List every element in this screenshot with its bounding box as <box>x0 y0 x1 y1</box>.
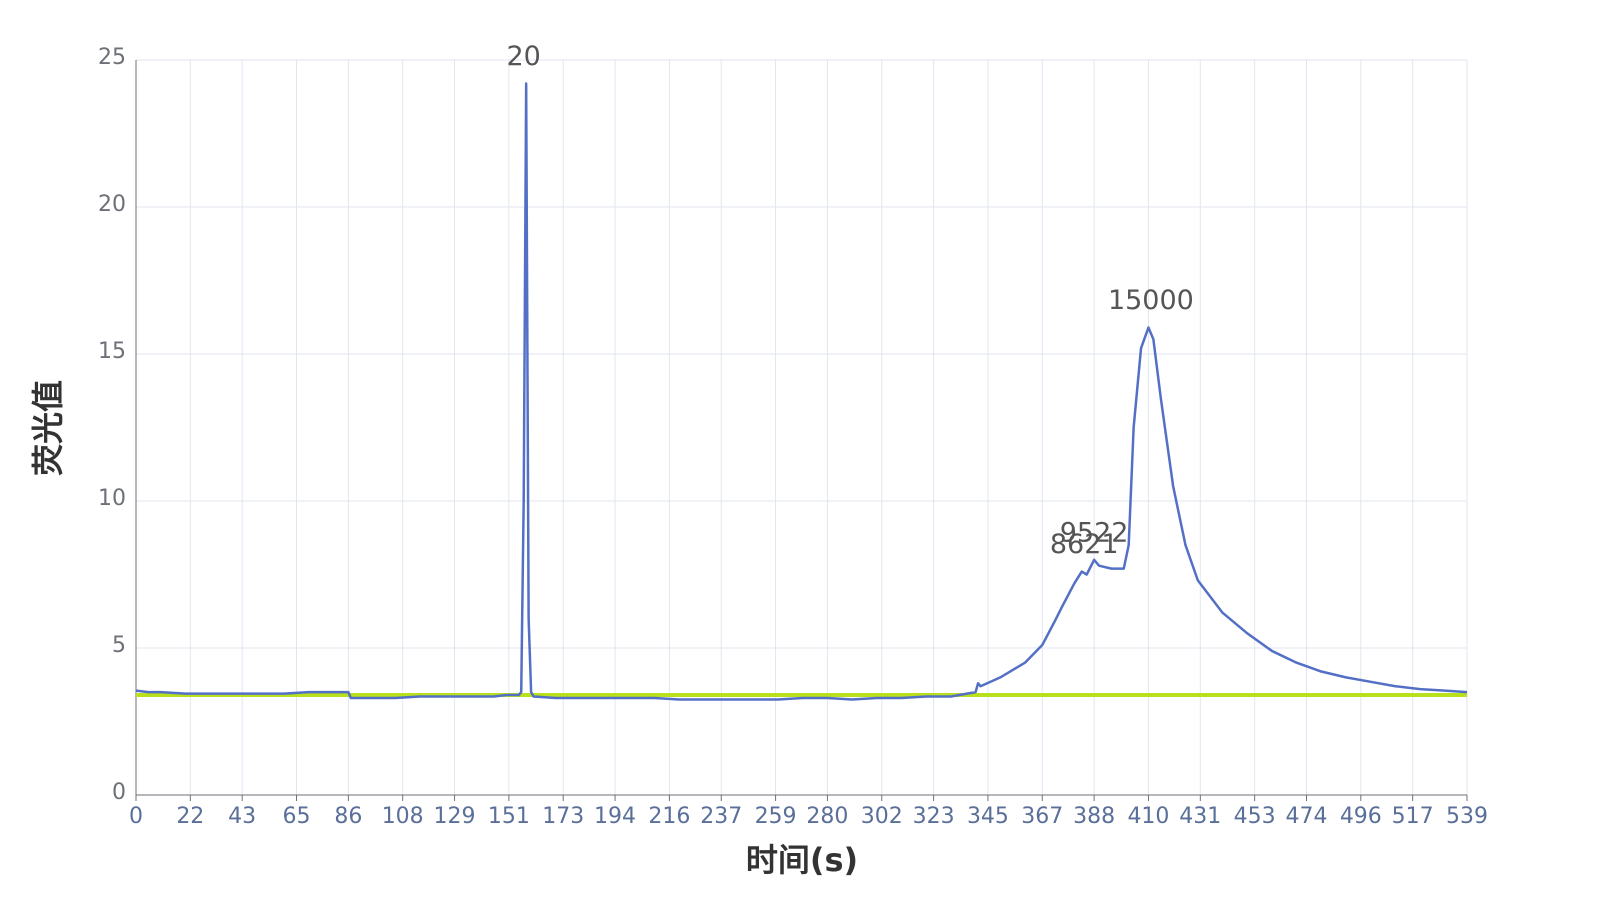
x-tick-label: 323 <box>913 804 955 829</box>
x-tick-label: 302 <box>861 804 903 829</box>
line-series <box>135 82 1468 701</box>
x-tick-label: 173 <box>542 804 584 829</box>
x-tick-label: 388 <box>1073 804 1115 829</box>
x-tick-label: 280 <box>806 804 848 829</box>
x-tick-label: 431 <box>1179 804 1221 829</box>
x-tick-label: 194 <box>594 804 636 829</box>
x-tick-label: 237 <box>700 804 742 829</box>
x-tick-label: 43 <box>228 804 256 829</box>
x-tick-label: 216 <box>648 804 690 829</box>
x-tick-label: 22 <box>176 804 204 829</box>
x-tick-label: 474 <box>1285 804 1327 829</box>
x-tick-label: 410 <box>1127 804 1169 829</box>
x-tick-label: 151 <box>488 804 530 829</box>
annotation: 20 <box>507 41 541 72</box>
x-tick-label: 65 <box>283 804 311 829</box>
x-axis-title: 时间(s) <box>746 841 858 879</box>
y-tick-label: 15 <box>98 339 126 364</box>
x-tick-label: 86 <box>334 804 362 829</box>
x-tick-label: 539 <box>1446 804 1488 829</box>
y-axis-title: 荧光值 <box>29 380 67 476</box>
x-tick-label: 345 <box>967 804 1009 829</box>
x-tick-label: 108 <box>382 804 424 829</box>
y-tick-label: 0 <box>112 780 126 805</box>
x-tick-label: 129 <box>434 804 476 829</box>
y-tick-label: 10 <box>98 486 126 511</box>
x-tick-label: 517 <box>1392 804 1434 829</box>
annotation: 8621 <box>1050 529 1119 560</box>
x-tick-label: 0 <box>129 804 143 829</box>
y-tick-label: 5 <box>112 633 126 658</box>
annotation: 15000 <box>1108 285 1194 316</box>
y-tick-label: 25 <box>98 45 126 70</box>
x-tick-label: 496 <box>1340 804 1382 829</box>
y-tick-label: 20 <box>98 192 126 217</box>
x-tick-label: 259 <box>755 804 797 829</box>
x-tick-label: 367 <box>1021 804 1063 829</box>
annotation: 9522 <box>1060 517 1129 548</box>
x-tick-label: 453 <box>1234 804 1276 829</box>
